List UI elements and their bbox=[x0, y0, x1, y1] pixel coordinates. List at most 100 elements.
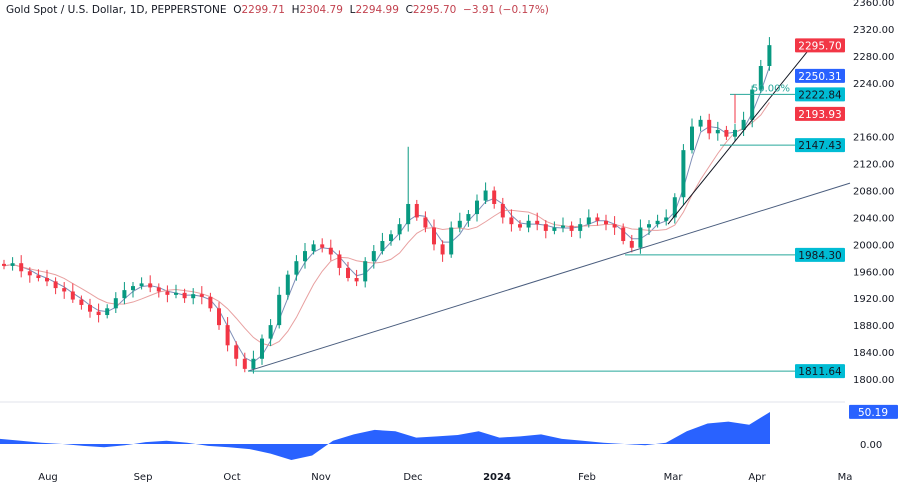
price-tick-label: 1960.00 bbox=[853, 267, 894, 278]
oscillator-area bbox=[0, 412, 770, 460]
close-label: C bbox=[405, 4, 413, 16]
candle-body bbox=[346, 267, 350, 279]
candle-body bbox=[432, 227, 436, 245]
candle-body bbox=[672, 197, 677, 218]
candle-body bbox=[741, 119, 746, 130]
price-label: 2193.93 bbox=[798, 109, 841, 121]
price-tick-label: 2360.00 bbox=[853, 0, 894, 9]
candle-body bbox=[328, 247, 333, 255]
candle-body bbox=[647, 224, 651, 228]
candle-body bbox=[182, 292, 187, 299]
short-trendline bbox=[667, 45, 813, 225]
candle-body bbox=[354, 278, 359, 282]
price-label-box bbox=[795, 106, 845, 121]
candle-body bbox=[440, 244, 445, 255]
open-value: 2299.71 bbox=[241, 4, 285, 16]
candle-body bbox=[406, 203, 411, 225]
candle-body bbox=[423, 217, 428, 228]
price-tick-label: 2280.00 bbox=[853, 52, 894, 63]
candle-body bbox=[492, 190, 497, 204]
candle-body bbox=[139, 283, 144, 287]
long-trendline bbox=[247, 182, 851, 372]
candle-body bbox=[36, 275, 41, 279]
price-label: 2222.84 bbox=[798, 89, 842, 101]
candle-body bbox=[217, 308, 221, 326]
price-label-box bbox=[795, 138, 845, 153]
candle-body bbox=[303, 251, 307, 262]
candle-body bbox=[208, 296, 213, 309]
price-tick-label: 1800.00 bbox=[853, 375, 894, 386]
price-label-box bbox=[795, 38, 845, 53]
symbol-title: Gold Spot / U.S. Dollar, 1D, PEPPERSTONE bbox=[6, 4, 227, 16]
candle-body bbox=[285, 274, 290, 295]
candle-body bbox=[414, 203, 419, 218]
price-tick-label: 2080.00 bbox=[853, 187, 894, 198]
price-label-box bbox=[795, 68, 845, 83]
oscillator-value-label: 50.19 bbox=[858, 407, 888, 419]
time-tick-label: 2024 bbox=[483, 472, 511, 483]
high-value: 2304.79 bbox=[299, 4, 343, 16]
price-label-box bbox=[795, 247, 845, 262]
candle-body bbox=[363, 261, 368, 282]
price-tick-label: 2160.00 bbox=[853, 133, 894, 144]
candle-body bbox=[629, 240, 634, 248]
candle-body bbox=[19, 263, 24, 272]
candle-body bbox=[707, 119, 712, 134]
candle-body bbox=[10, 263, 15, 266]
candle-body bbox=[371, 251, 376, 262]
low-value: 2294.99 bbox=[355, 4, 399, 16]
candle-body bbox=[664, 217, 669, 221]
time-tick-label: Apr bbox=[748, 472, 766, 483]
price-label: 2250.31 bbox=[798, 71, 841, 83]
chart-legend: Gold Spot / U.S. Dollar, 1D, PEPPERSTONE… bbox=[6, 4, 549, 16]
candle-body bbox=[53, 281, 58, 289]
candle-body bbox=[569, 225, 574, 231]
price-tick-label: 1920.00 bbox=[853, 294, 894, 305]
candle-body bbox=[268, 325, 273, 339]
candle-body bbox=[225, 325, 230, 346]
candle-body bbox=[156, 287, 161, 292]
candle-body bbox=[457, 220, 462, 228]
candle-body bbox=[165, 291, 170, 295]
price-label-box bbox=[795, 364, 845, 379]
oscillator-zero-tick: 0.00 bbox=[860, 440, 882, 451]
price-tick-label: 2320.00 bbox=[853, 25, 894, 36]
ma-slow-line bbox=[3, 102, 770, 347]
candle-body bbox=[578, 224, 583, 231]
candle-body bbox=[62, 288, 67, 292]
time-tick-label: Dec bbox=[403, 472, 422, 483]
candle-body bbox=[148, 283, 153, 288]
price-tick-label: 2240.00 bbox=[853, 79, 894, 90]
candle-body bbox=[612, 224, 617, 228]
candle-body bbox=[509, 217, 514, 225]
candle-body bbox=[698, 119, 703, 127]
candle-body bbox=[690, 126, 694, 151]
candle-body bbox=[251, 358, 256, 369]
price-label: 1984.30 bbox=[798, 250, 841, 262]
candle-body bbox=[79, 299, 84, 305]
candle-body bbox=[466, 214, 471, 221]
price-tick-label: 2000.00 bbox=[853, 240, 894, 251]
candle-body bbox=[681, 150, 686, 198]
candle-body bbox=[242, 358, 247, 369]
candle-body bbox=[483, 190, 488, 201]
time-tick-label: Mar bbox=[664, 472, 684, 483]
candle-body bbox=[70, 291, 75, 300]
candle-body bbox=[113, 298, 118, 309]
candle-body bbox=[595, 217, 600, 221]
candle-body bbox=[337, 254, 342, 268]
candle-body bbox=[724, 129, 729, 137]
price-label-box bbox=[795, 87, 845, 102]
candle-body bbox=[750, 89, 755, 120]
candle-body bbox=[604, 220, 608, 225]
low-label: L bbox=[349, 4, 356, 16]
high-label: H bbox=[291, 4, 300, 16]
candle-body bbox=[535, 220, 540, 225]
time-tick-label: Feb bbox=[578, 472, 596, 483]
time-tick-label: Ma bbox=[838, 472, 853, 483]
oscillator-label-box bbox=[849, 404, 898, 419]
candle-body bbox=[191, 294, 196, 299]
candle-body bbox=[561, 225, 565, 228]
candle-body bbox=[767, 45, 772, 67]
